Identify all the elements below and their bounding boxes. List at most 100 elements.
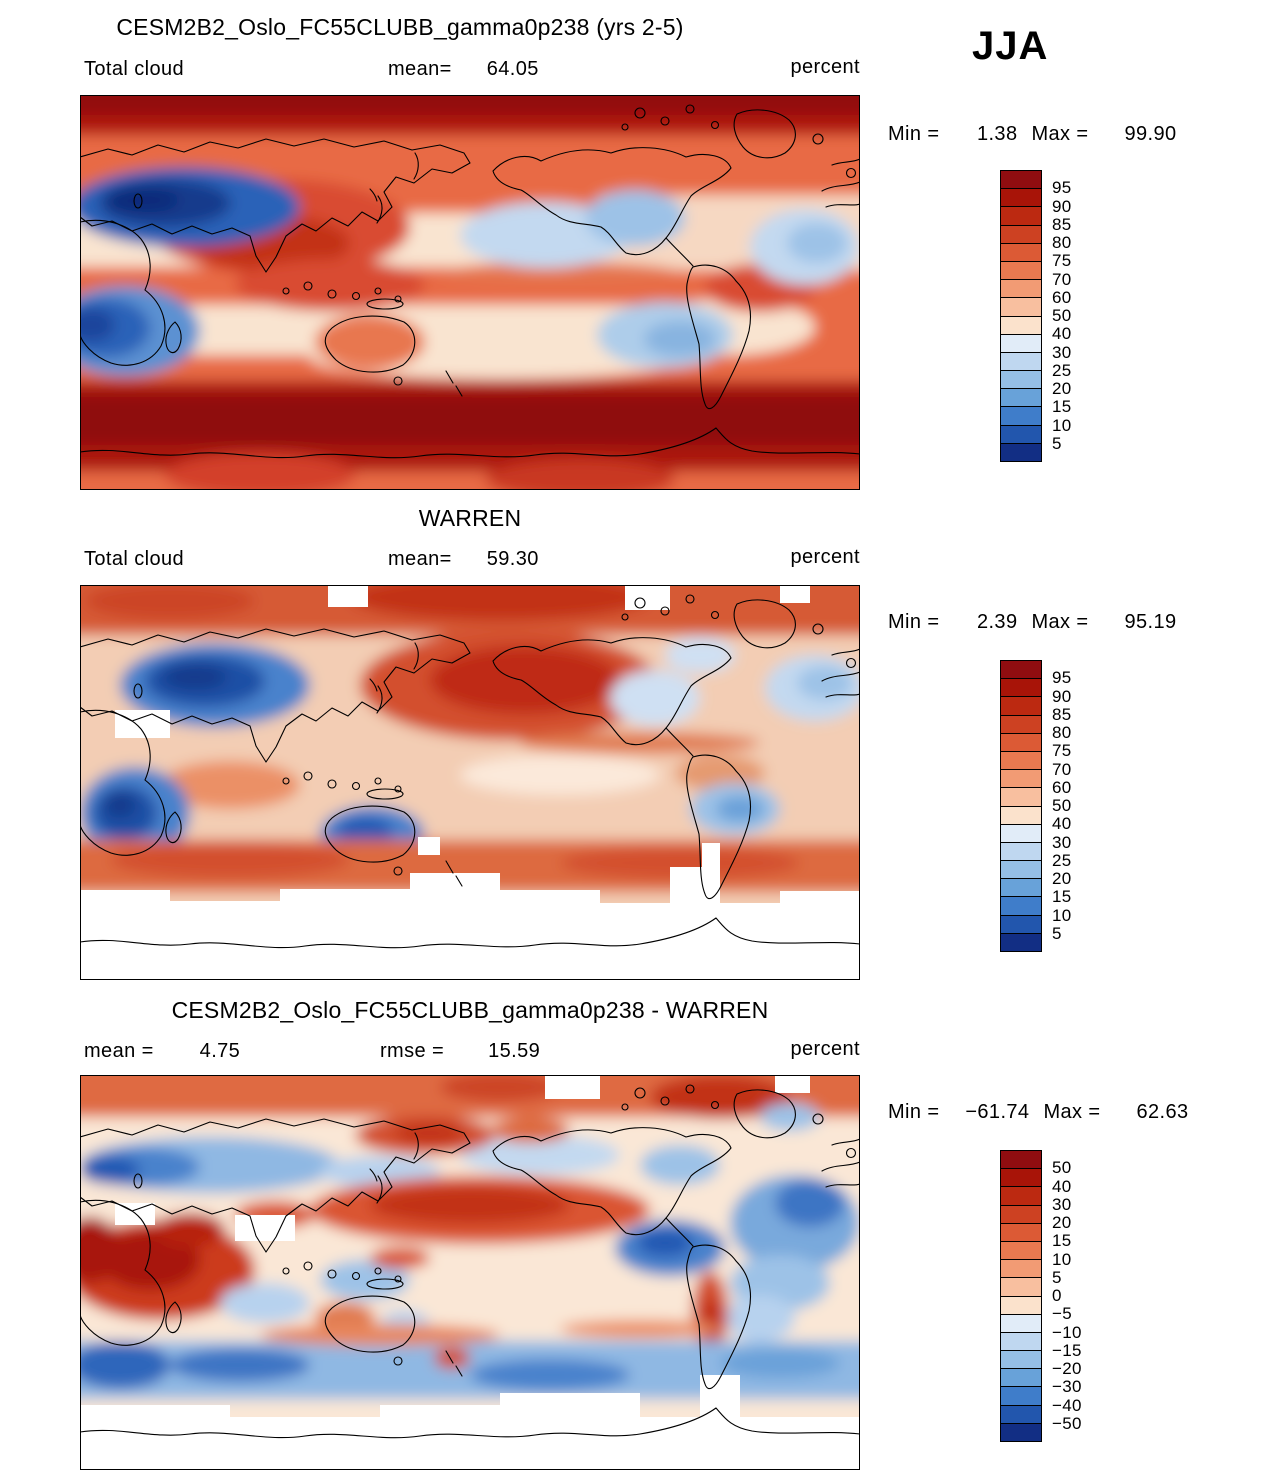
colorbar-segment	[1001, 1187, 1041, 1206]
panel3-max-label: Max =	[1043, 1101, 1101, 1123]
panel2-mean-group: mean= 59.30	[388, 548, 539, 571]
colorbar-segment	[1001, 189, 1041, 208]
colorbar-segment	[1001, 407, 1041, 426]
colorbar-tick-label: 10	[1052, 415, 1072, 435]
colorbar-segment	[1001, 915, 1041, 934]
colorbar-segment	[1001, 371, 1041, 390]
colorbar-tick-label: 30	[1052, 342, 1072, 362]
panel2-title: WARREN	[418, 505, 522, 531]
colorbar-segment	[1001, 1423, 1041, 1441]
colorbar-tick-label: 5	[1052, 923, 1062, 943]
colorbar-tick-label: −40	[1052, 1395, 1082, 1415]
panel1-min-value: 1.38	[976, 123, 1018, 145]
colorbar-segment	[1001, 897, 1041, 916]
panel2-minmax: Min = 2.39 Max = 95.19	[888, 611, 1177, 634]
colorbar-tick-label: 20	[1052, 869, 1072, 888]
colorbar-segment	[1001, 389, 1041, 408]
colorbar-segment	[1001, 661, 1041, 680]
colorbar-tick-label: 90	[1052, 196, 1072, 216]
colorbar-tick-label: 20	[1052, 1213, 1072, 1232]
season-label: JJA	[972, 24, 1049, 68]
colorbar-ticks-difference: 50 40 30 20 15 10 5 0 −5 −10 −15 −20 −30 −40 −50	[1052, 1150, 1112, 1442]
panel1-max-label: Max =	[1031, 123, 1089, 145]
colorbar-tick-label: 40	[1052, 814, 1072, 834]
colorbar-tick-label: 95	[1052, 668, 1072, 688]
colorbar-tick-label: 15	[1052, 397, 1072, 417]
colorbar-tick-label: 60	[1052, 777, 1072, 797]
colorbar-segment	[1001, 861, 1041, 880]
panel3-min-label: Min =	[888, 1101, 940, 1123]
colorbar-tick-label: 5	[1052, 1267, 1062, 1287]
panel1-title: CESM2B2_Oslo_FC55CLUBB_gamma0p238 (yrs 2…	[116, 14, 684, 40]
colorbar-difference	[1000, 1150, 1042, 1442]
panel3-mean-label: mean =	[84, 1040, 154, 1062]
colorbar-tick-label: −50	[1052, 1413, 1082, 1433]
colorbar-warren	[1000, 660, 1042, 952]
colorbar-tick-label: −20	[1052, 1359, 1082, 1378]
colorbar-segment	[1001, 1387, 1041, 1406]
panel2-min-value: 2.39	[976, 611, 1018, 633]
colorbar-segment	[1001, 334, 1041, 353]
colorbar-model	[1000, 170, 1042, 462]
colorbar-segment	[1001, 352, 1041, 372]
map-warren-missing-data-layer	[80, 585, 860, 980]
colorbar-tick-label: −15	[1052, 1340, 1082, 1360]
colorbar-segment	[1001, 1405, 1041, 1424]
panel2-mean-value: 59.30	[486, 548, 539, 570]
panel2-field-label: Total cloud	[84, 548, 185, 570]
colorbar-tick-label: 75	[1052, 251, 1072, 271]
colorbar-segment	[1001, 1223, 1041, 1242]
panel1-units-label: percent	[790, 56, 860, 78]
panel3-units-label: percent	[790, 1038, 860, 1060]
colorbar-tick-label: 25	[1052, 850, 1072, 870]
colorbar-segment	[1001, 1314, 1041, 1333]
colorbar-segment	[1001, 443, 1041, 461]
colorbar-segment	[1001, 171, 1041, 190]
panel3-minmax: Min = −61.74 Max = 62.63	[888, 1101, 1189, 1124]
colorbar-segment	[1001, 298, 1041, 317]
colorbar-tick-label: 95	[1052, 178, 1072, 198]
colorbar-tick-label: 75	[1052, 741, 1072, 761]
colorbar-segment	[1001, 788, 1041, 807]
panel2-max-value: 95.19	[1124, 611, 1177, 633]
panel3-mean-group: mean = 4.75	[84, 1040, 240, 1063]
colorbar-tick-label: 30	[1052, 832, 1072, 852]
colorbar-segment	[1001, 806, 1041, 825]
colorbar-segment	[1001, 697, 1041, 716]
colorbar-segment	[1001, 1332, 1041, 1352]
colorbar-segment	[1001, 1241, 1041, 1261]
panel1-minmax: Min = 1.38 Max = 99.90	[888, 123, 1177, 146]
panel1-field-label: Total cloud	[84, 58, 185, 80]
map-warren	[80, 585, 860, 980]
panel1-min-label: Min =	[888, 123, 940, 145]
colorbar-segment	[1001, 879, 1041, 898]
colorbar-segment	[1001, 842, 1041, 862]
colorbar-segment	[1001, 1260, 1041, 1279]
colorbar-tick-label: 20	[1052, 379, 1072, 398]
colorbar-segment	[1001, 1351, 1041, 1370]
map-model	[80, 95, 860, 490]
colorbar-tick-label: −10	[1052, 1322, 1082, 1342]
panel1-mean-value: 64.05	[486, 58, 539, 80]
colorbar-tick-label: 10	[1052, 905, 1072, 925]
colorbar-tick-label: 15	[1052, 1231, 1072, 1251]
colorbar-tick-label: 60	[1052, 287, 1072, 307]
map-model-field-layer	[80, 95, 860, 490]
colorbar-tick-label: 85	[1052, 704, 1072, 724]
colorbar-segment	[1001, 225, 1041, 244]
panel3-max-value: 62.63	[1136, 1101, 1189, 1123]
panel1-max-value: 99.90	[1124, 123, 1177, 145]
panel3-rmse-label: rmse =	[380, 1040, 445, 1062]
colorbar-tick-label: 90	[1052, 686, 1072, 706]
colorbar-tick-label: 80	[1052, 723, 1072, 742]
colorbar-segment	[1001, 679, 1041, 698]
colorbar-segment	[1001, 316, 1041, 335]
colorbar-tick-label: 15	[1052, 887, 1072, 907]
panel2-units-label: percent	[790, 546, 860, 568]
panel3-title: CESM2B2_Oslo_FC55CLUBB_gamma0p238 - WARR…	[171, 997, 769, 1023]
panel2-mean-label: mean=	[388, 548, 452, 570]
panel2-min-label: Min =	[888, 611, 940, 633]
colorbar-tick-label: 70	[1052, 759, 1072, 779]
colorbar-tick-label: 0	[1052, 1286, 1062, 1305]
